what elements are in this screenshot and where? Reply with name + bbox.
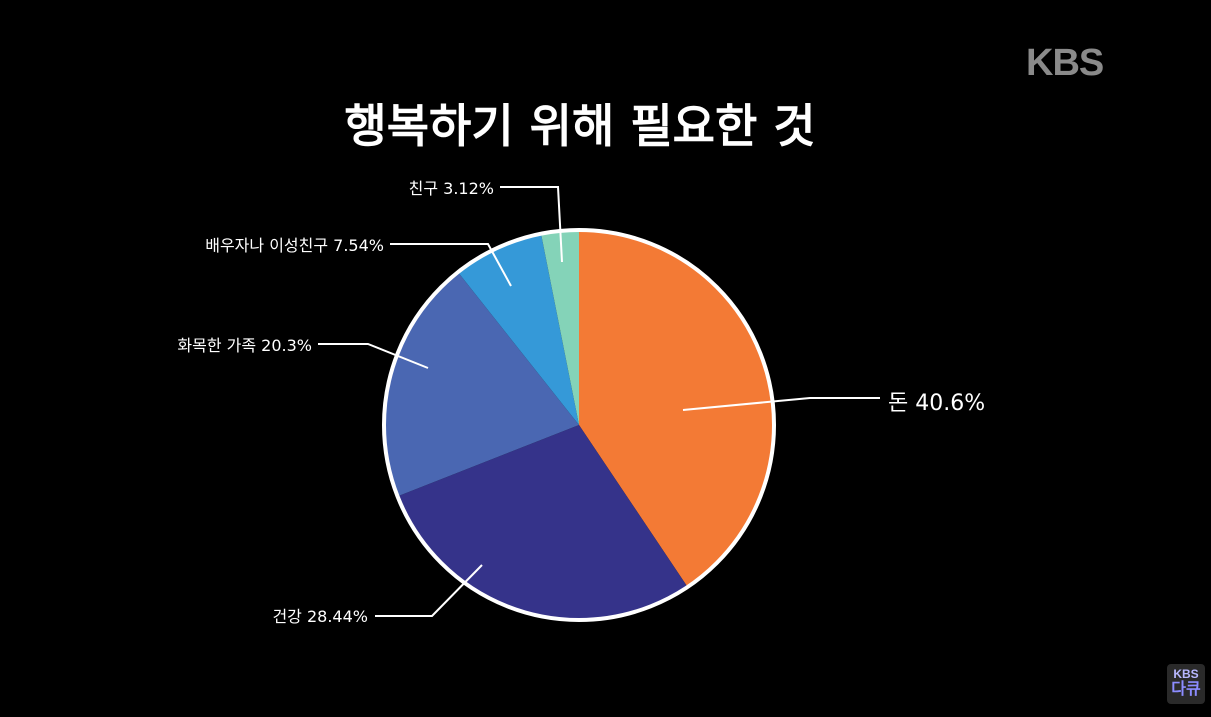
leader-lines xyxy=(318,186,880,617)
kbs-docu-badge: KBS 다큐 xyxy=(1167,664,1205,704)
leader-line-2 xyxy=(375,564,483,617)
slice-label-3: 화목한 가족 20.3% xyxy=(177,336,312,355)
pie-slice-4 xyxy=(457,233,579,425)
leader-line-3 xyxy=(318,343,429,369)
pie-slice-2 xyxy=(397,425,688,621)
pie-slice-1 xyxy=(579,230,775,587)
pie-border xyxy=(382,228,776,622)
leader-line-4 xyxy=(390,243,512,287)
kbs-docu-badge-top: KBS xyxy=(1173,667,1199,681)
pie-slice-3 xyxy=(383,272,579,497)
slice-label-4: 배우자나 이성친구 7.54% xyxy=(205,236,384,255)
slice-label-5: 친구 3.12% xyxy=(409,179,494,198)
leader-line-1 xyxy=(682,397,880,411)
slice-label-1: 돈 40.6% xyxy=(888,391,985,416)
pie-slices xyxy=(382,228,776,622)
chart-title: 행복하기 위해 필요한 것 xyxy=(344,99,815,153)
leader-line-5 xyxy=(500,186,563,263)
slice-labels: 돈 40.6% 건강 28.44% 화목한 가족 20.3% 배우자나 이성친구 7.… xyxy=(177,179,985,626)
kbs-logo: KBS xyxy=(1026,42,1104,84)
slice-label-2: 건강 28.44% xyxy=(272,607,368,626)
kbs-docu-badge-bottom: 다큐 xyxy=(1171,681,1201,698)
pie-slice-5 xyxy=(541,230,579,425)
